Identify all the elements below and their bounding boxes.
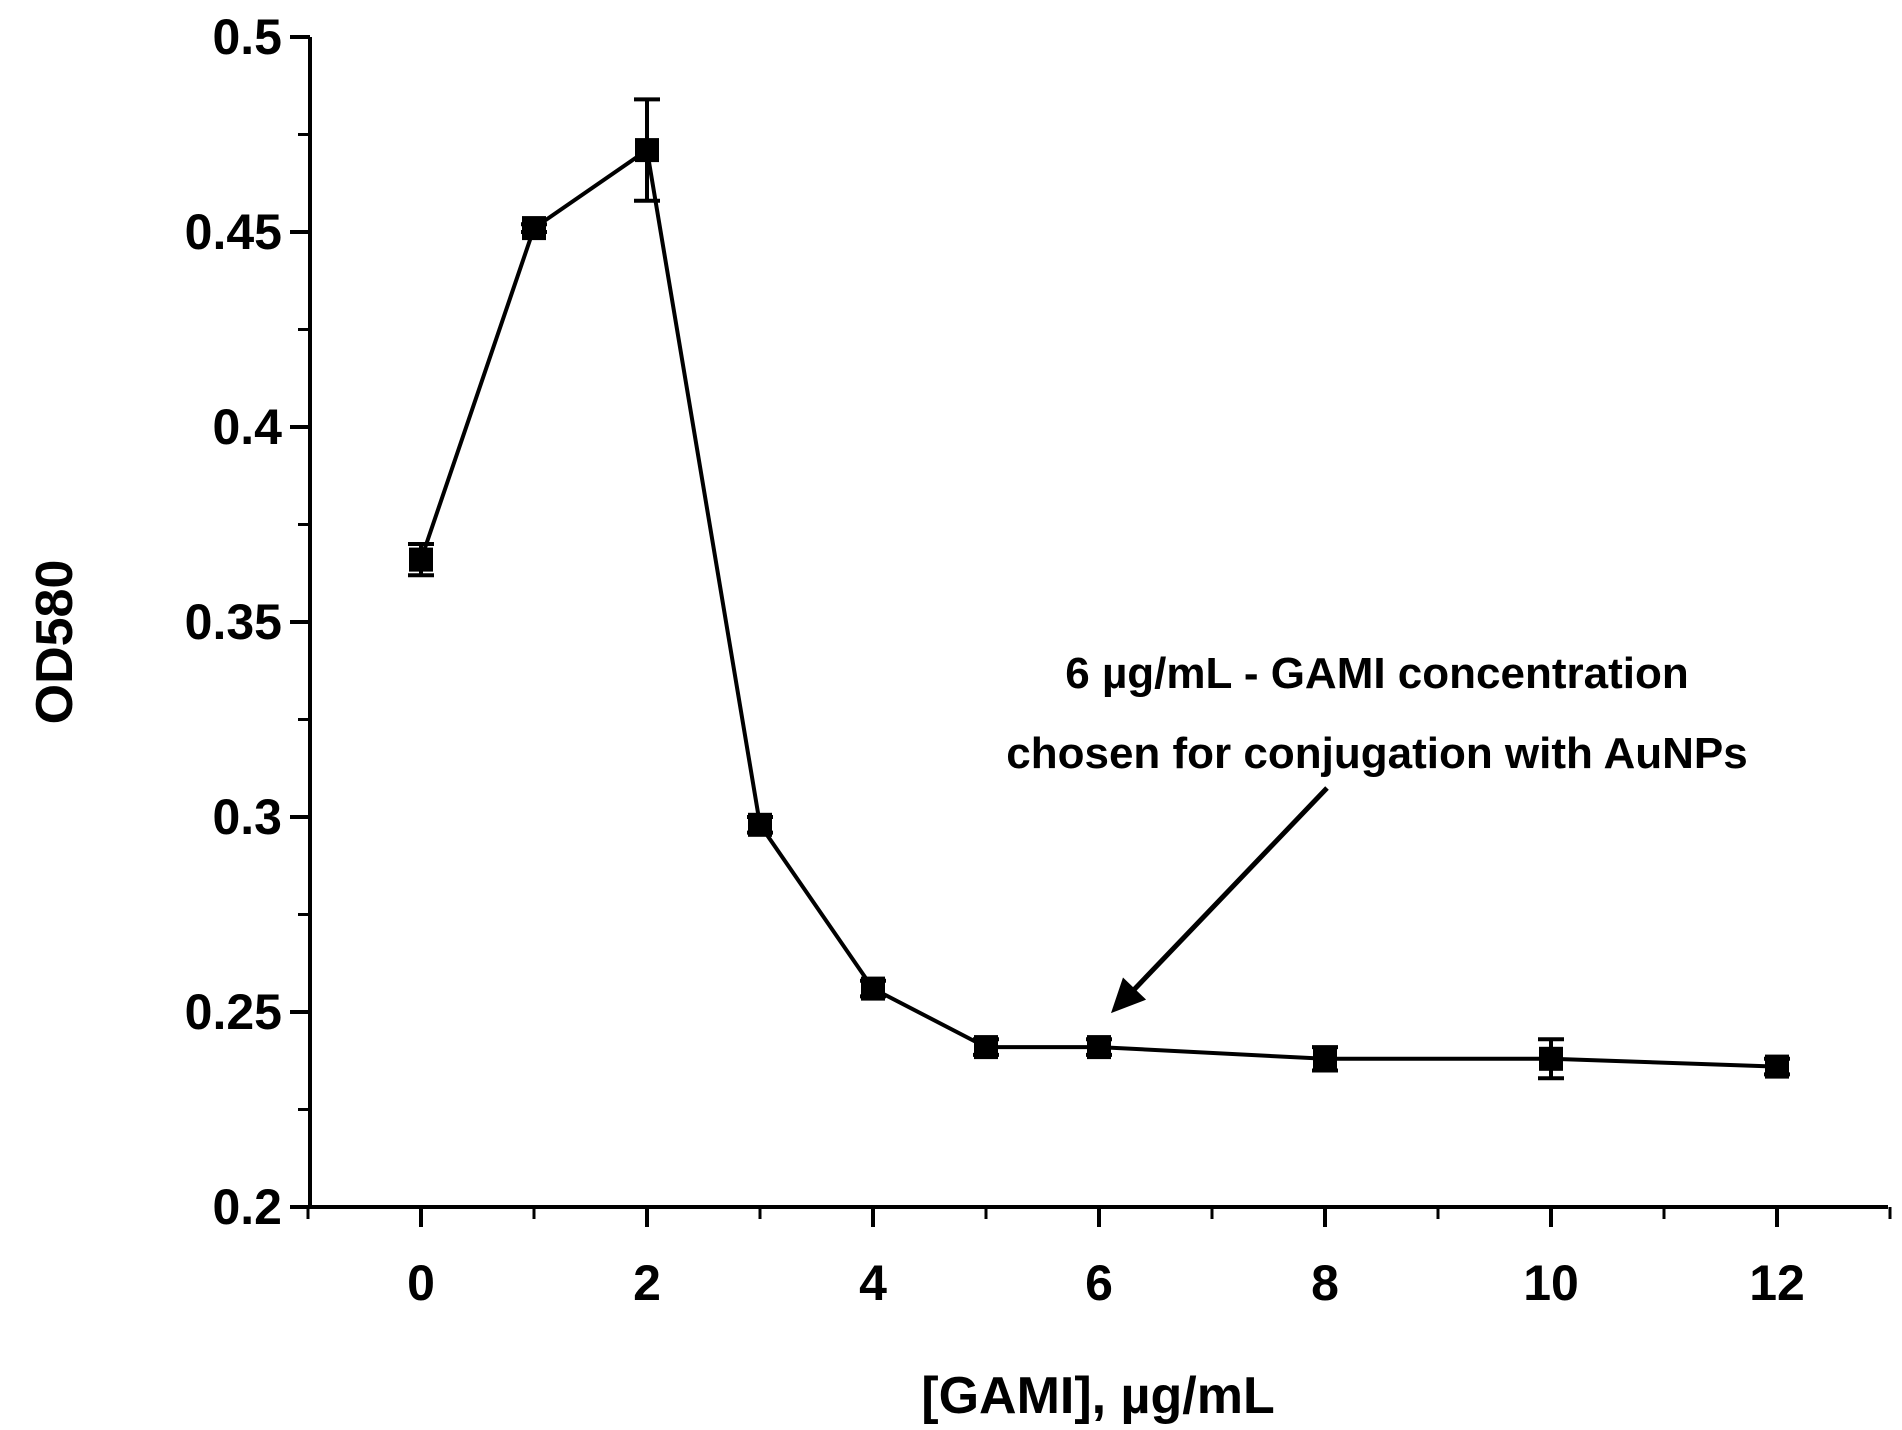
annotation: 6 µg/mL - GAMI concentration chosen for c… [1006,649,1748,1014]
x-tick-label: 6 [1085,1255,1113,1311]
data-point [635,138,659,163]
x-tick-label: 0 [407,1255,435,1311]
x-axis-title: [GAMI], µg/mL [921,1367,1274,1425]
annotation-arrow-shaft [1123,786,1329,1001]
data-point [1313,1046,1337,1071]
data-point [748,812,772,837]
annotation-arrow-head [1111,977,1147,1014]
data-point [409,547,433,572]
y-tick-label: 0.35 [185,594,282,650]
y-tick-label: 0.25 [185,984,282,1040]
x-tick-label: 8 [1311,1255,1339,1311]
y-tick-label: 0.45 [185,204,282,260]
data-series [408,97,1790,1081]
axes: 0.2 0.25 0.3 0.35 0.4 0.45 0.5 0 2 4 6 8 10 12 [GAMI],… [26,9,1892,1425]
y-tick-label: 0.3 [212,789,282,845]
annotation-text-line: 6 µg/mL - GAMI concentration [1065,649,1688,698]
x-tick-label: 4 [859,1255,887,1311]
data-point [1539,1046,1563,1071]
annotation-text-line: chosen for conjugation with AuNPs [1006,729,1748,778]
data-point [861,976,885,1001]
data-point [1765,1054,1789,1079]
x-tick-label: 2 [633,1255,661,1311]
data-point [1087,1035,1111,1060]
y-tick-label: 0.4 [212,399,282,455]
y-axis-title: OD580 [26,560,84,725]
data-point [522,216,546,241]
series-line [419,148,1778,1069]
y-tick-label: 0.2 [212,1179,282,1235]
data-point [974,1035,998,1060]
x-tick-label: 12 [1749,1255,1805,1311]
y-tick-label: 0.5 [212,9,282,65]
x-tick-label: 10 [1523,1255,1579,1311]
